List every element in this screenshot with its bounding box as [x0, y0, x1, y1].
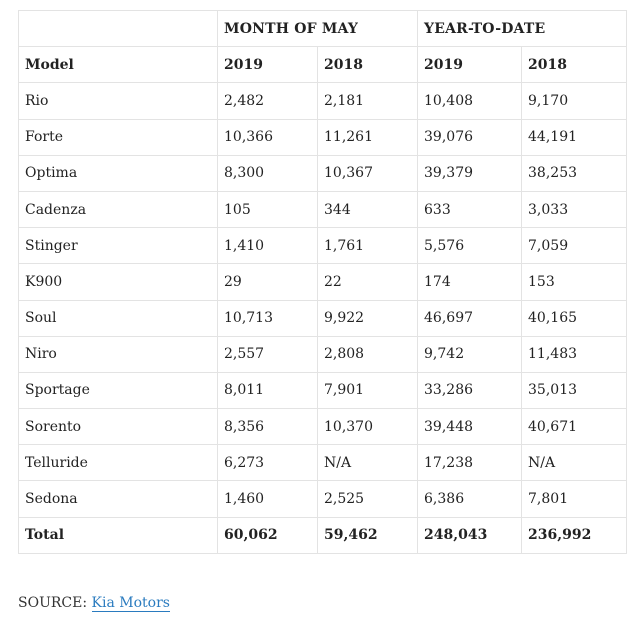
- column-header-model: Model: [18, 46, 218, 84]
- may-2019-cell: 6,273: [217, 444, 318, 482]
- total-may-2019: 60,062: [217, 516, 318, 554]
- table-row: Stinger 1,410 1,761 5,576 7,059: [18, 227, 628, 265]
- table-row: K900 29 22 174 153: [18, 263, 628, 301]
- may-2019-cell: 8,300: [217, 154, 318, 192]
- group-header-row: MONTH OF MAY YEAR-TO-DATE: [18, 9, 628, 48]
- may-2018-cell: 2,808: [316, 335, 419, 373]
- ytd-2018-cell: 153: [521, 263, 628, 301]
- table-row: Telluride 6,273 N/A 17,238 N/A: [18, 444, 628, 482]
- table-row: Rio 2,482 2,181 10,408 9,170: [18, 82, 628, 120]
- table-row: Optima 8,300 10,367 39,379 38,253: [18, 154, 628, 192]
- model-cell: Stinger: [18, 227, 218, 265]
- ytd-2018-cell: 3,033: [521, 190, 628, 229]
- model-cell: Niro: [18, 335, 218, 373]
- ytd-2019-cell: 39,379: [417, 154, 523, 192]
- may-2018-cell: 11,261: [316, 118, 419, 156]
- ytd-2019-cell: 46,697: [417, 299, 523, 337]
- table-row: Niro 2,557 2,808 9,742 11,483: [18, 335, 628, 373]
- table-row: Forte 10,366 11,261 39,076 44,191: [18, 118, 628, 156]
- column-header-ytd-2019: 2019: [417, 46, 523, 84]
- table-row: Cadenza 105 344 633 3,033: [18, 190, 628, 229]
- may-2019-cell: 105: [217, 190, 318, 229]
- ytd-2018-cell: 35,013: [521, 371, 628, 410]
- may-2019-cell: 10,713: [217, 299, 318, 337]
- model-cell: Soul: [18, 299, 218, 337]
- may-2018-cell: 22: [316, 263, 419, 301]
- ytd-2019-cell: 6,386: [417, 480, 523, 518]
- source-link-kia-motors[interactable]: Kia Motors: [91, 595, 170, 612]
- column-header-may-2018: 2018: [316, 46, 419, 84]
- table-row: Soul 10,713 9,922 46,697 40,165: [18, 299, 628, 337]
- ytd-2018-cell: 44,191: [521, 118, 628, 156]
- column-header-row: Model 2019 2018 2019 2018: [18, 46, 628, 84]
- ytd-2019-cell: 633: [417, 190, 523, 229]
- ytd-2018-cell: 40,671: [521, 408, 628, 446]
- total-ytd-2019: 248,043: [417, 516, 523, 554]
- model-cell: Sportage: [18, 371, 218, 410]
- group-header-year-to-date: YEAR-TO-DATE: [417, 9, 628, 48]
- model-cell: Rio: [18, 82, 218, 120]
- may-2019-cell: 2,482: [217, 82, 318, 120]
- model-cell: Optima: [18, 154, 218, 192]
- may-2018-cell: 7,901: [316, 371, 419, 410]
- source-note: SOURCE: Kia Motors: [18, 595, 170, 612]
- may-2018-cell: 10,370: [316, 408, 419, 446]
- ytd-2019-cell: 39,448: [417, 408, 523, 446]
- sales-table: MONTH OF MAY YEAR-TO-DATE Model 2019 201…: [18, 9, 628, 554]
- table-body: Rio 2,482 2,181 10,408 9,170 Forte 10,366 11,26…: [18, 82, 628, 518]
- ytd-2018-cell: 40,165: [521, 299, 628, 337]
- model-cell: Telluride: [18, 444, 218, 482]
- model-cell: Sorento: [18, 408, 218, 446]
- model-cell: Sedona: [18, 480, 218, 518]
- table-row: Sorento 8,356 10,370 39,448 40,671: [18, 408, 628, 446]
- may-2019-cell: 2,557: [217, 335, 318, 373]
- ytd-2019-cell: 5,576: [417, 227, 523, 265]
- ytd-2018-cell: 9,170: [521, 82, 628, 120]
- ytd-2018-cell: 7,801: [521, 480, 628, 518]
- table-row: Sportage 8,011 7,901 33,286 35,013: [18, 371, 628, 410]
- may-2019-cell: 8,011: [217, 371, 318, 410]
- model-cell: Forte: [18, 118, 218, 156]
- may-2019-cell: 1,460: [217, 480, 318, 518]
- total-may-2018: 59,462: [316, 516, 419, 554]
- ytd-2018-cell: 11,483: [521, 335, 628, 373]
- model-cell: Cadenza: [18, 190, 218, 229]
- ytd-2019-cell: 17,238: [417, 444, 523, 482]
- may-2018-cell: 2,525: [316, 480, 419, 518]
- may-2019-cell: 10,366: [217, 118, 318, 156]
- may-2018-cell: 10,367: [316, 154, 419, 192]
- ytd-2019-cell: 9,742: [417, 335, 523, 373]
- may-2019-cell: 1,410: [217, 227, 318, 265]
- may-2018-cell: 9,922: [316, 299, 419, 337]
- model-cell: K900: [18, 263, 218, 301]
- table-row: Sedona 1,460 2,525 6,386 7,801: [18, 480, 628, 518]
- group-header-month-of-may: MONTH OF MAY: [216, 9, 419, 48]
- ytd-2019-cell: 174: [417, 263, 523, 301]
- total-ytd-2018: 236,992: [521, 516, 628, 554]
- ytd-2018-cell: 7,059: [521, 227, 628, 265]
- group-header-empty: [18, 9, 218, 48]
- may-2018-cell: 2,181: [316, 82, 419, 120]
- may-2019-cell: 29: [217, 263, 318, 301]
- source-label: SOURCE:: [18, 595, 92, 611]
- ytd-2019-cell: 10,408: [417, 82, 523, 120]
- may-2018-cell: 344: [316, 190, 419, 229]
- column-header-may-2019: 2019: [217, 46, 318, 84]
- column-header-ytd-2018: 2018: [521, 46, 628, 84]
- total-label: Total: [18, 516, 218, 554]
- may-2018-cell: N/A: [316, 444, 419, 482]
- ytd-2018-cell: 38,253: [521, 154, 628, 192]
- ytd-2019-cell: 33,286: [417, 371, 523, 410]
- may-2019-cell: 8,356: [217, 408, 318, 446]
- ytd-2018-cell: N/A: [521, 444, 628, 482]
- may-2018-cell: 1,761: [316, 227, 419, 265]
- total-row: Total 60,062 59,462 248,043 236,992: [18, 516, 628, 554]
- ytd-2019-cell: 39,076: [417, 118, 523, 156]
